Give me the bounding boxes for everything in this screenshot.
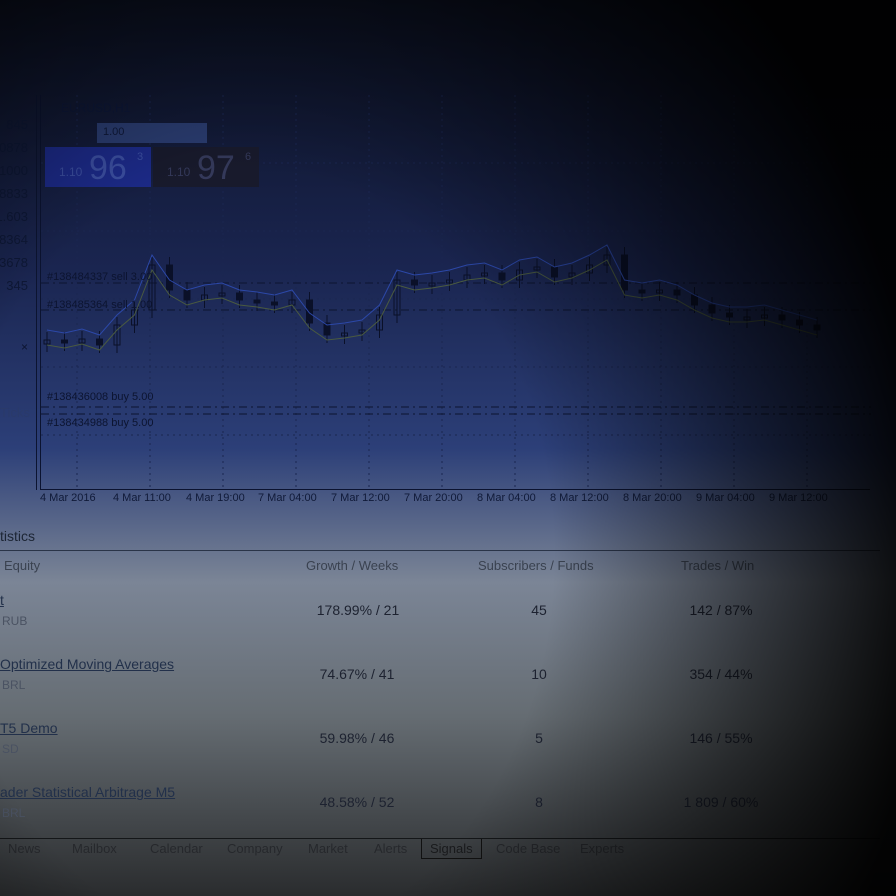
trades-cell: 354 / 44% (689, 666, 753, 682)
quote-value: 8364 (0, 232, 28, 247)
column-header-trades[interactable]: Trades / Win (681, 558, 755, 573)
signal-currency: BRL (2, 806, 26, 820)
time-label: 8 Mar 12:00 (550, 492, 609, 504)
quote-value: 1.603 (0, 209, 28, 224)
time-label: 9 Mar 04:00 (696, 492, 755, 504)
quote-value: 8833 (0, 186, 28, 201)
time-label: 9 Mar 12:00 (769, 492, 828, 504)
signal-row[interactable]: t RUB 178.99% / 21 45 142 / 87% (0, 592, 880, 656)
candle-body (621, 254, 628, 291)
time-label: 7 Mar 20:00 (404, 492, 463, 504)
tab-news[interactable]: News (8, 841, 41, 856)
order-label[interactable]: #138485364 sell 1.00 (47, 299, 153, 311)
tab-signals[interactable]: Signals (421, 839, 482, 859)
time-label: 4 Mar 19:00 (186, 492, 245, 504)
buy-price-prefix: 1.10 (167, 165, 191, 179)
subscribers-cell: 45 (531, 602, 547, 618)
tab-mailbox[interactable]: Mailbox (72, 841, 117, 856)
statistics-title: tistics (0, 528, 35, 544)
lot-size-input[interactable]: 1.00 (97, 123, 207, 143)
signal-name-link[interactable]: Optimized Moving Averages (0, 656, 175, 672)
trades-cell: 142 / 87% (689, 602, 753, 618)
tab-company[interactable]: Company (227, 841, 283, 856)
time-label: 8 Mar 04:00 (477, 492, 536, 504)
signal-currency: SD (2, 742, 19, 756)
sell-price-main: 96 (89, 149, 127, 187)
time-label: 4 Mar 2016 (40, 492, 96, 504)
tab-calendar[interactable]: Calendar (150, 841, 203, 856)
ticks-tab[interactable]: Ticks (0, 405, 30, 420)
column-header-growth[interactable]: Growth / Weeks (306, 558, 399, 573)
signal-currency: RUB (2, 614, 28, 628)
candle-body (253, 299, 261, 304)
candle-body (183, 289, 191, 301)
quote-value: 11000 (0, 163, 28, 178)
column-header-subscribers[interactable]: Subscribers / Funds (478, 558, 594, 573)
candle-body (411, 279, 418, 286)
quote-value: 845 (6, 117, 28, 132)
candle-body (813, 324, 821, 331)
toolbox-tabs: News Mailbox Calendar Company Market Ale… (0, 838, 880, 862)
signal-currency: BRL (2, 678, 26, 692)
growth-cell: 74.67% / 41 (319, 666, 395, 682)
market-watch-panel: 845 10878 11000 8833 1.603 8364 3678 345… (0, 95, 37, 490)
close-icon[interactable]: × (20, 340, 28, 354)
price-chart[interactable]: EURUSD,H1 1.00 1.10 96 3 1.10 97 6 #1384… (40, 95, 871, 490)
candle-body (551, 266, 558, 278)
subscribers-cell: 10 (531, 666, 547, 682)
signal-row[interactable]: T5 Demo SD 59.98% / 46 5 146 / 55% (0, 720, 880, 784)
signal-name-link[interactable]: ader Statistical Arbitrage M5 (0, 784, 176, 800)
divider (0, 550, 880, 551)
candle-body (778, 314, 786, 321)
time-label: 7 Mar 04:00 (258, 492, 317, 504)
signal-name-link[interactable]: T5 Demo (0, 720, 58, 736)
subscribers-cell: 8 (535, 794, 543, 810)
column-header-equity[interactable]: Equity (4, 558, 41, 573)
tab-experts[interactable]: Experts (580, 841, 625, 856)
order-label[interactable]: #138434988 buy 5.00 (47, 417, 154, 429)
time-label: 7 Mar 12:00 (331, 492, 390, 504)
quote-value: 10878 (0, 140, 28, 155)
growth-cell: 178.99% / 21 (316, 602, 400, 618)
signal-row[interactable]: Optimized Moving Averages BRL 74.67% / 4… (0, 656, 880, 720)
candle-body (61, 339, 68, 344)
tab-alerts[interactable]: Alerts (374, 841, 408, 856)
growth-cell: 59.98% / 46 (319, 730, 395, 746)
time-label: 4 Mar 11:00 (113, 492, 171, 504)
candle-body (796, 319, 803, 326)
candle-body (498, 272, 506, 281)
quote-value: 345 (6, 278, 28, 293)
candle-body (236, 292, 243, 301)
sell-price-pip: 3 (137, 151, 144, 163)
chart-title: EURUSD,H1 (61, 101, 131, 115)
buy-price-pip: 6 (245, 151, 252, 163)
trades-cell: 1 809 / 60% (683, 794, 759, 810)
buy-button[interactable]: 1.10 97 6 (153, 147, 259, 187)
order-label[interactable]: #138436008 buy 5.00 (47, 391, 154, 403)
sell-button[interactable]: 1.10 96 3 (45, 147, 151, 187)
signal-name-link[interactable]: t (0, 592, 4, 608)
tab-code-base[interactable]: Code Base (496, 841, 561, 856)
trades-cell: 146 / 55% (689, 730, 753, 746)
time-label: 8 Mar 20:00 (623, 492, 682, 504)
tab-market[interactable]: Market (308, 841, 348, 856)
candle-body (726, 312, 733, 318)
sell-price-prefix: 1.10 (59, 165, 83, 179)
candle-body (638, 289, 646, 294)
candle-body (96, 338, 103, 346)
quote-value: 3678 (0, 255, 28, 270)
one-click-trading-panel: 1.00 1.10 96 3 1.10 97 6 (45, 123, 259, 187)
order-label[interactable]: #138484337 sell 3.00 (47, 271, 153, 283)
growth-cell: 48.58% / 52 (319, 794, 395, 810)
subscribers-cell: 5 (535, 730, 543, 746)
candle-body (708, 304, 716, 314)
candle-body (306, 299, 313, 324)
candle-body (271, 301, 278, 306)
candle-body (673, 289, 681, 296)
time-axis: 4 Mar 2016 4 Mar 11:00 4 Mar 19:00 7 Mar… (40, 492, 870, 506)
buy-price-main: 97 (197, 149, 235, 187)
